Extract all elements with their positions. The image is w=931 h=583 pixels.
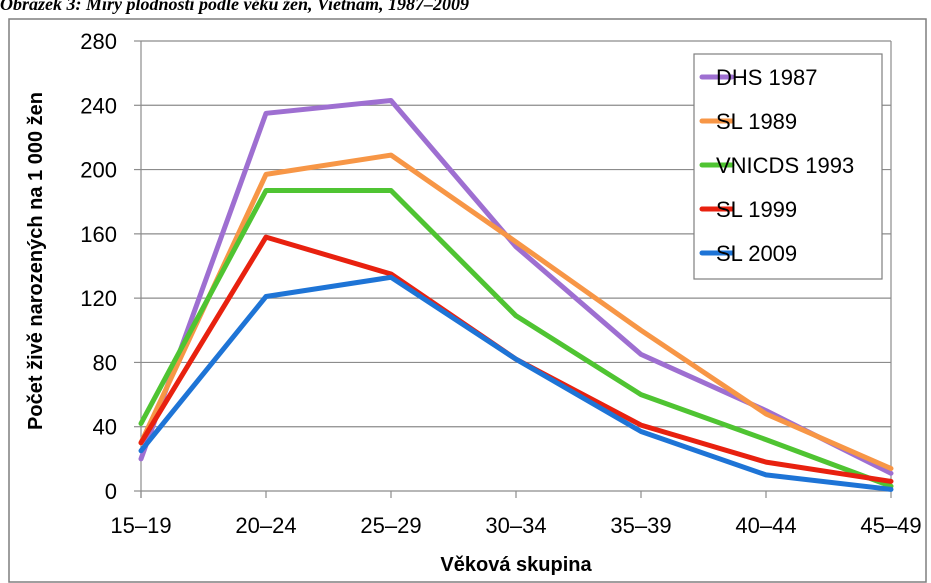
y-axis-title: Počet živě narozených na 1 000 žen (25, 92, 47, 430)
x-tick-label: 35–39 (610, 513, 671, 538)
x-tick-label: 25–29 (360, 513, 421, 538)
y-tick-label: 0 (105, 479, 117, 504)
series-line-2 (138, 152, 894, 471)
legend-label: VNICDS 1993 (716, 153, 854, 178)
figure-caption: Obrázek 3: Míry plodnosti podle věku žen… (0, 0, 470, 14)
legend-label: SL 2009 (716, 241, 797, 266)
y-tick-label: 120 (80, 286, 117, 311)
x-tick-label: 40–44 (735, 513, 796, 538)
series-line-3 (138, 188, 894, 489)
y-tick-label: 200 (80, 158, 117, 183)
x-tick-label: 20–24 (235, 513, 296, 538)
legend-label: DHS 1987 (716, 65, 818, 90)
x-tick-label: 15–19 (110, 513, 171, 538)
x-tick-label: 30–34 (485, 513, 546, 538)
y-tick-label: 280 (80, 29, 117, 54)
x-tick-label: 45–49 (860, 513, 921, 538)
series-line-1 (138, 98, 894, 476)
y-tick-label: 240 (80, 93, 117, 118)
y-tick-label: 160 (80, 222, 117, 247)
x-axis-title: Věková skupina (440, 554, 592, 576)
series-line-5 (138, 274, 894, 492)
y-tick-label: 40 (93, 415, 117, 440)
legend-label: SL 1999 (716, 197, 797, 222)
y-tick-label: 80 (93, 350, 117, 375)
legend-label: SL 1989 (716, 109, 797, 134)
